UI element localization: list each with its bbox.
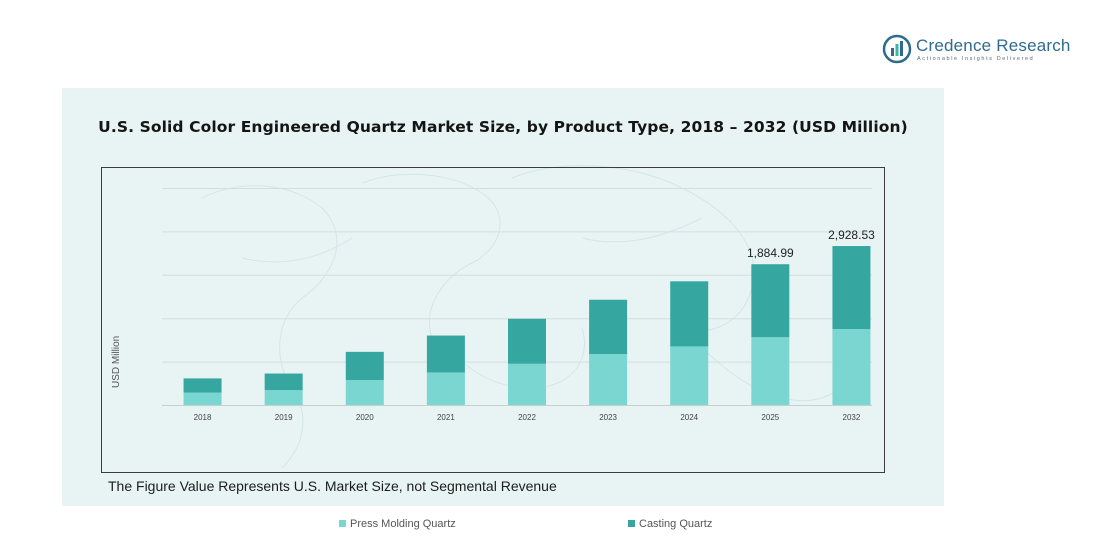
bar-casting-2020: [345, 351, 384, 381]
bar-casting-2022: [508, 318, 546, 364]
data-label: 1,884.99: [747, 246, 794, 260]
x-tick-label: 2025: [761, 413, 779, 422]
x-tick-label: 2023: [599, 413, 617, 422]
bar-press-molding-2019: [264, 390, 303, 405]
bar-casting-2018: [183, 378, 222, 393]
x-tick-label: 2032: [843, 413, 861, 422]
chart-plot: 2018 2019 2020 2021 2022 2023 2024 2025 1,884.99…: [162, 188, 875, 422]
bar-casting-2021: [426, 335, 465, 373]
chart-panel: U.S. Solid Color Engineered Quartz Marke…: [62, 88, 944, 530]
bar-press-molding-2025: [751, 337, 790, 405]
legend-swatch-casting: [628, 520, 635, 527]
x-tick-label: 2020: [356, 413, 374, 422]
x-tick-label: 2021: [437, 413, 455, 422]
legend-item-casting: Casting Quartz: [628, 518, 712, 530]
bar-casting-2032: [832, 246, 871, 330]
bar-press-molding-2024: [670, 346, 709, 405]
bar-press-molding-2032: [832, 329, 871, 405]
bar-casting-2019: [264, 373, 303, 391]
x-tick-label: 2024: [680, 413, 698, 422]
legend-item-press-molding: Press Molding Quartz: [339, 518, 456, 530]
bar-press-molding-2023: [589, 354, 628, 405]
legend-label-press-molding: Press Molding Quartz: [350, 518, 456, 530]
bar-casting-2024: [670, 281, 709, 347]
brand-logo: Credence Research Actionable Insights De…: [882, 34, 1082, 68]
bar-casting-2023: [589, 299, 628, 355]
bar-press-molding-2021: [426, 372, 465, 405]
legend-label-casting: Casting Quartz: [639, 518, 713, 530]
brand-tagline: Actionable Insights Delivered: [917, 56, 1035, 62]
bar-casting-2025: [751, 264, 790, 338]
bar-press-molding-2022: [508, 363, 546, 405]
legend-swatch-press-molding: [339, 520, 346, 527]
credence-logo-icon: [882, 34, 912, 64]
data-label: 2,928.53: [828, 228, 875, 242]
bar-press-molding-2018: [183, 392, 222, 405]
chart-footnote: The Figure Value Represents U.S. Market …: [108, 478, 557, 494]
y-axis-label: USD Million: [111, 335, 122, 388]
x-tick-label: 2018: [194, 413, 212, 422]
brand-name: Credence Research: [916, 36, 1071, 55]
chart-frame: 2018 2019 2020 2021 2022 2023 2024 2025 1,884.99…: [101, 167, 885, 530]
x-tick-label: 2019: [275, 413, 293, 422]
chart-title: U.S. Solid Color Engineered Quartz Marke…: [98, 118, 908, 136]
x-tick-label: 2022: [518, 413, 536, 422]
bar-press-molding-2020: [345, 380, 384, 405]
